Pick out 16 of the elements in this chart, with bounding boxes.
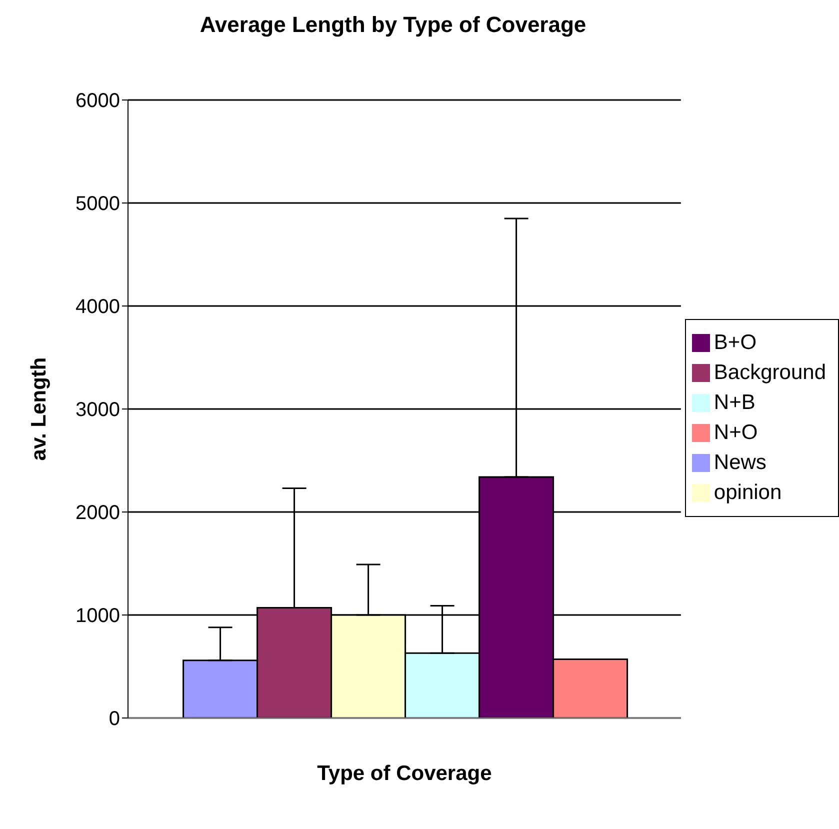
y-tick-label: 2000 <box>76 502 120 524</box>
legend-label: B+O <box>714 331 757 354</box>
y-tick-label: 6000 <box>76 90 120 112</box>
y-tick-label: 4000 <box>76 296 120 318</box>
chart-title: Average Length by Type of Coverage <box>198 12 588 38</box>
legend-label: opinion <box>714 481 782 504</box>
legend-label: News <box>714 451 766 474</box>
legend-label: Background <box>714 361 826 384</box>
y-tick-label: 3000 <box>76 399 120 422</box>
legend-label: N+B <box>714 391 756 414</box>
y-axis-title: av. Length <box>27 357 50 461</box>
y-tick-label: 0 <box>108 708 120 730</box>
y-tick-label: 5000 <box>76 193 120 216</box>
y-tick-label: 1000 <box>76 605 120 628</box>
x-axis-title: Type of Coverage <box>317 762 492 785</box>
legend-label: N+O <box>714 421 758 444</box>
